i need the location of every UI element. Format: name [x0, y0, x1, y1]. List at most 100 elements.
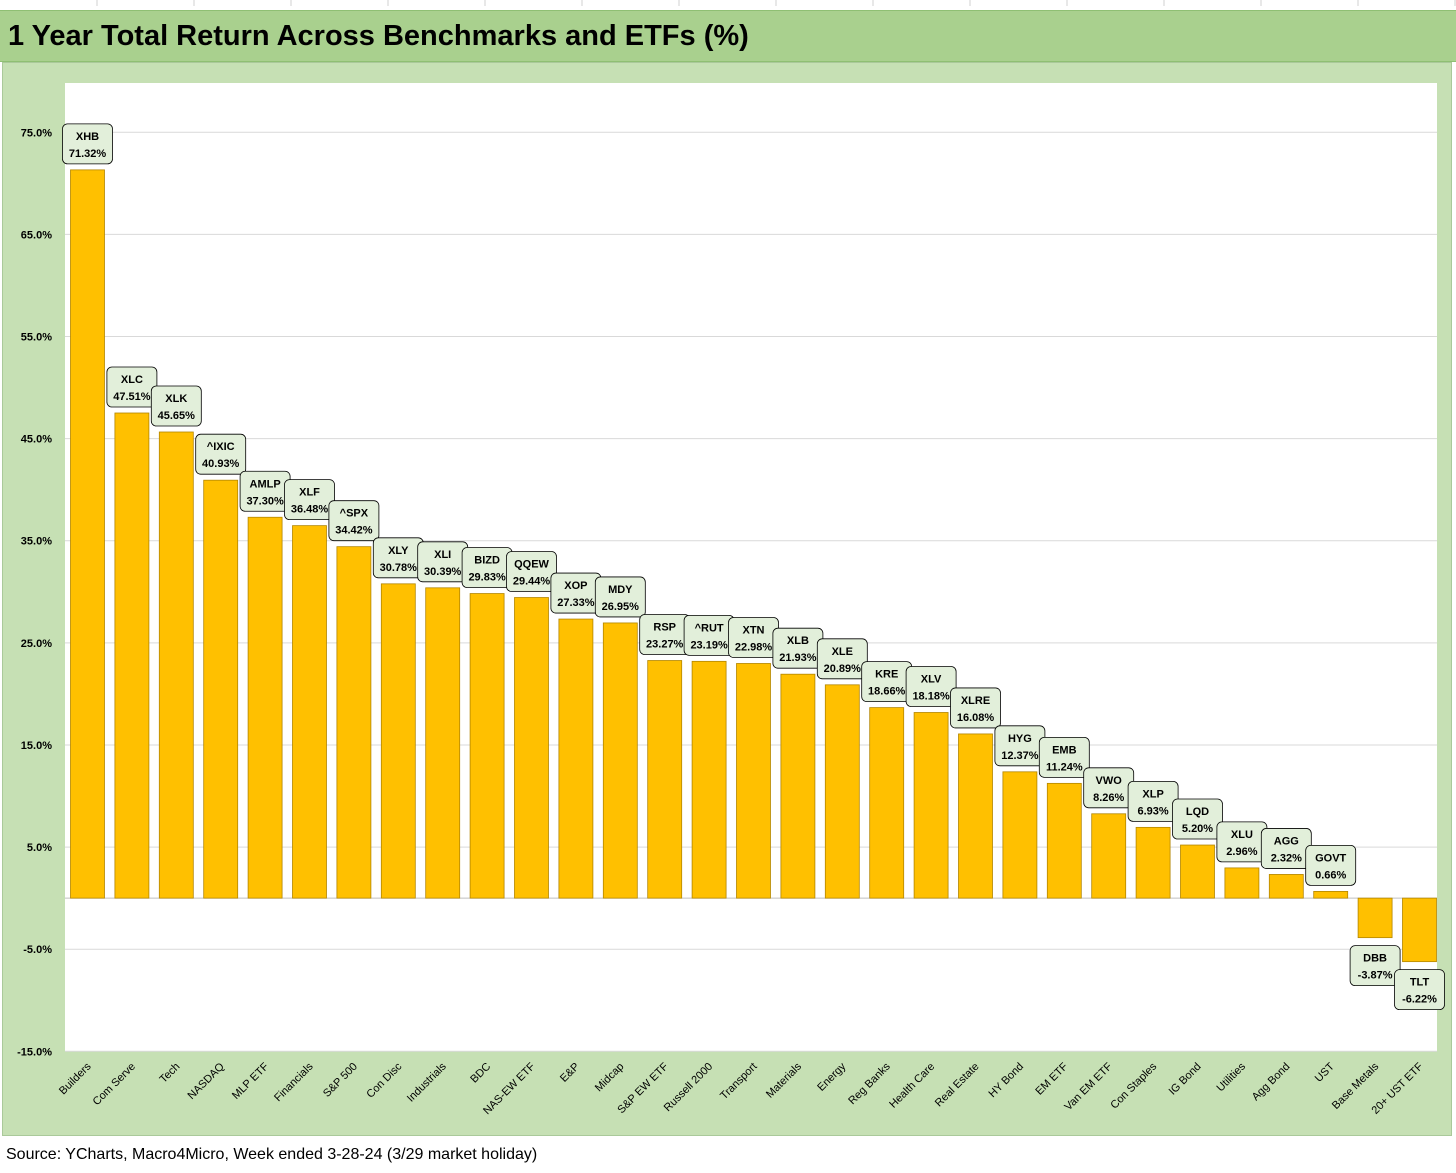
x-tick-label: S&P 500	[321, 1061, 360, 1100]
source-note: Source: YCharts, Macro4Micro, Week ended…	[6, 1146, 538, 1163]
data-label-ticker: XLK	[165, 393, 187, 405]
data-label-value: 27.33%	[557, 597, 595, 609]
data-label-ticker: XLRE	[961, 695, 990, 707]
data-label-value: 29.83%	[468, 572, 506, 584]
data-label-value: 36.48%	[291, 504, 329, 516]
data-label-box	[1305, 844, 1357, 886]
x-tick-label: Industrials	[405, 1060, 449, 1104]
sheet-column-gridlines	[96, 0, 1456, 6]
data-label-value: 23.27%	[646, 639, 684, 651]
data-label-value: 40.93%	[202, 458, 240, 470]
x-tick-label: Com Serve	[91, 1061, 138, 1108]
bar	[469, 593, 505, 899]
data-label-ticker: KRE	[875, 669, 898, 681]
x-tick-label: Financials	[272, 1060, 316, 1104]
data-label-box	[905, 666, 957, 707]
data-label-box	[594, 576, 646, 618]
bar	[1046, 782, 1082, 899]
data-label-box	[150, 385, 202, 427]
data-label-ticker: XLU	[1231, 829, 1253, 841]
bar	[869, 707, 905, 899]
data-label-value: 2.32%	[1271, 852, 1302, 864]
data-label-box	[816, 638, 868, 680]
data-label-value: 16.08%	[957, 712, 995, 724]
bar	[780, 673, 816, 899]
data-label-ticker: XHB	[76, 131, 99, 143]
x-tick-label: Tech	[157, 1061, 182, 1086]
data-label-value: 30.39%	[424, 566, 462, 578]
x-tick-label: Con Disc	[364, 1060, 404, 1100]
data-label-box	[284, 479, 335, 521]
x-tick-label: Health Care	[887, 1061, 937, 1111]
bar	[1002, 771, 1038, 899]
data-label-box	[1172, 798, 1223, 840]
x-tick-label: Reg Banks	[846, 1060, 893, 1107]
y-tick-label: 65.0%	[21, 229, 52, 241]
data-label-value: 30.78%	[380, 562, 418, 574]
data-label-ticker: VWO	[1096, 775, 1123, 787]
y-tick-label: 15.0%	[21, 740, 52, 752]
data-label-box	[1038, 736, 1090, 778]
data-label-ticker: ^SPX	[340, 508, 369, 520]
data-label-value: 18.66%	[868, 686, 906, 698]
data-label-ticker: LQD	[1186, 806, 1209, 818]
y-tick-label: 35.0%	[21, 536, 52, 548]
x-tick-label: Agg Bond	[1250, 1061, 1293, 1104]
bar	[336, 546, 372, 899]
data-label-value: 20.89%	[824, 663, 862, 675]
data-label-value: 47.51%	[113, 391, 151, 403]
data-label-ticker: XLP	[1142, 788, 1163, 800]
data-label-ticker: AMLP	[250, 478, 281, 490]
bar	[203, 479, 239, 899]
data-label-box	[62, 123, 113, 165]
data-label-value: 18.18%	[912, 690, 950, 702]
data-label-ticker: GOVT	[1315, 852, 1346, 864]
x-tick-label: Con Staples	[1108, 1060, 1159, 1111]
bar	[247, 516, 283, 899]
bar	[1313, 890, 1349, 899]
bar	[824, 684, 860, 899]
title-band: 1 Year Total Return Across Benchmarks an…	[0, 10, 1456, 62]
y-tick-label: 75.0%	[21, 127, 52, 139]
bar-chart: 75.0% 65.0% 55.0% 45.0% 35.0% 25.0% 15.0% 5.0% -…	[17, 83, 1445, 1117]
data-label-value: 2.96%	[1226, 846, 1257, 858]
data-label-value: -6.22%	[1402, 994, 1437, 1006]
x-tick-label: Materials	[764, 1060, 804, 1100]
x-tick-label: Midcap	[593, 1061, 627, 1095]
y-tick-label: 25.0%	[21, 638, 52, 650]
x-tick-label: E&P	[558, 1061, 582, 1085]
bar	[114, 412, 150, 899]
data-label-ticker: DBB	[1363, 953, 1387, 965]
bar	[602, 622, 638, 899]
bar	[1357, 897, 1393, 939]
data-label-ticker: QQEW	[514, 559, 549, 571]
data-label-value: 5.20%	[1182, 823, 1213, 835]
bar	[425, 587, 461, 899]
data-label-value: -3.87%	[1358, 970, 1393, 982]
bar	[558, 618, 594, 899]
data-label-ticker: AGG	[1274, 835, 1299, 847]
data-label-value: 6.93%	[1137, 805, 1168, 817]
data-label-ticker: XLY	[388, 545, 409, 557]
data-label-box	[506, 551, 557, 592]
data-label-ticker: TLT	[1410, 977, 1430, 989]
x-tick-label: Real Estate	[933, 1061, 982, 1110]
data-label-box	[1349, 945, 1401, 987]
x-tick-label: Van EM ETF	[1062, 1060, 1115, 1113]
data-label-ticker: MDY	[608, 584, 633, 596]
data-label-box	[950, 687, 1001, 729]
x-tick-label: Energy	[815, 1060, 848, 1093]
data-label-value: 45.65%	[158, 410, 196, 422]
bar	[958, 733, 993, 899]
x-tick-label: Utilities	[1214, 1060, 1248, 1094]
bar	[292, 525, 327, 899]
data-label-ticker: XOP	[564, 580, 587, 592]
data-label-ticker: XLI	[434, 549, 451, 561]
data-label-value: 21.93%	[779, 652, 817, 664]
x-tick-label: EM ETF	[1033, 1060, 1070, 1097]
data-label-ticker: XLB	[787, 635, 809, 647]
data-label-ticker: BIZD	[474, 555, 500, 567]
bar	[1402, 897, 1437, 963]
data-label-value: 22.98%	[735, 641, 773, 653]
data-label-value: 23.19%	[690, 639, 728, 651]
